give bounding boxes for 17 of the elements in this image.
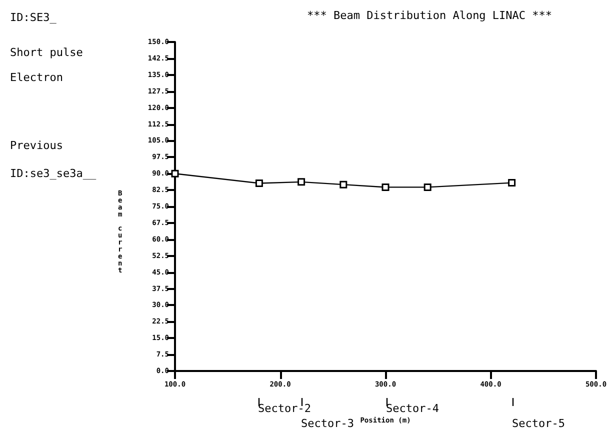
point: [298, 178, 306, 186]
point: [424, 183, 432, 191]
text: Sector-2: [258, 402, 311, 415]
text: Previous: [10, 139, 63, 152]
text: Sector-3: [301, 417, 354, 430]
point: [171, 170, 179, 178]
text: Sector-5: [512, 417, 565, 430]
chart-title: *** Beam Distribution Along LINAC ***: [307, 9, 552, 22]
point: [382, 183, 390, 191]
text: ID:se3_se3a__: [10, 167, 96, 180]
text: Short pulse: [10, 46, 83, 59]
text: Sector-4: [386, 402, 440, 415]
text: ID:SE3_: [10, 11, 57, 24]
point: [340, 180, 348, 188]
text: Electron: [10, 71, 63, 84]
point: [508, 179, 516, 187]
point: [255, 180, 263, 187]
